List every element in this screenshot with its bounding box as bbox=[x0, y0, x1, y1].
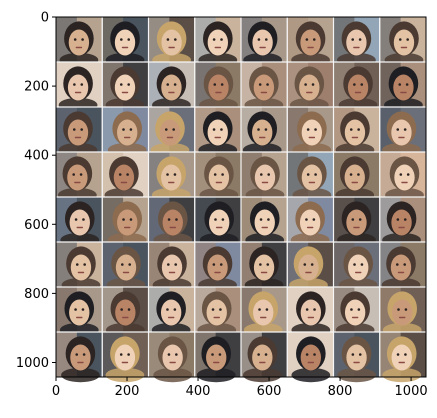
face-thumbnail bbox=[102, 242, 148, 293]
face-thumbnail bbox=[56, 17, 102, 68]
y-tick-label: 1000 bbox=[16, 356, 49, 371]
face-thumbnail bbox=[334, 287, 380, 338]
face-thumbnail bbox=[241, 332, 287, 383]
face-thumbnail bbox=[195, 152, 241, 203]
face-thumbnail bbox=[287, 332, 333, 383]
x-tick-label: 600 bbox=[257, 384, 282, 399]
face-thumbnail bbox=[380, 62, 426, 113]
x-tick-label: 1000 bbox=[395, 384, 428, 399]
face-thumbnail bbox=[102, 62, 148, 113]
face-thumbnail bbox=[334, 107, 380, 158]
face-thumbnail bbox=[56, 62, 102, 113]
face-thumbnail bbox=[149, 107, 195, 158]
face-thumbnail bbox=[380, 152, 426, 203]
face-thumbnail bbox=[195, 287, 241, 338]
x-tick-label: 400 bbox=[186, 384, 211, 399]
face-thumbnail bbox=[102, 107, 148, 158]
face-thumbnail bbox=[334, 17, 380, 68]
face-thumbnail bbox=[195, 332, 241, 383]
face-thumbnail bbox=[241, 197, 287, 248]
face-thumbnail bbox=[287, 152, 333, 203]
face-thumbnail bbox=[56, 242, 102, 293]
face-thumbnail bbox=[149, 242, 195, 293]
face-thumbnail bbox=[195, 17, 241, 68]
face-thumbnail bbox=[241, 62, 287, 113]
x-tick-label: 0 bbox=[52, 384, 60, 399]
face-thumbnail bbox=[380, 242, 426, 293]
face-thumbnail bbox=[56, 107, 102, 158]
face-thumbnail bbox=[149, 17, 195, 68]
face-thumbnail bbox=[380, 197, 426, 248]
face-thumbnail bbox=[287, 107, 333, 158]
face-thumbnail bbox=[149, 332, 195, 383]
face-thumbnail bbox=[334, 62, 380, 113]
face-thumbnail bbox=[380, 332, 426, 383]
face-thumbnail bbox=[287, 17, 333, 68]
face-thumbnail bbox=[56, 332, 102, 383]
face-thumbnail bbox=[149, 197, 195, 248]
axes-frame bbox=[55, 16, 427, 378]
face-thumbnail bbox=[149, 152, 195, 203]
y-tick-label: 400 bbox=[24, 149, 49, 164]
face-thumbnail bbox=[380, 287, 426, 338]
face-thumbnail bbox=[287, 242, 333, 293]
face-thumbnail bbox=[195, 107, 241, 158]
face-thumbnail bbox=[102, 332, 148, 383]
face-thumbnail bbox=[334, 332, 380, 383]
face-thumbnail bbox=[334, 152, 380, 203]
face-thumbnail bbox=[287, 62, 333, 113]
image-grid-plot-area bbox=[56, 17, 426, 383]
y-axis: 0 200 400 600 800 1000 bbox=[16, 11, 56, 371]
x-axis: 0 200 400 600 800 1000 bbox=[52, 377, 428, 399]
face-thumbnail bbox=[102, 17, 148, 68]
y-tick-label: 0 bbox=[41, 11, 49, 26]
face-thumbnail bbox=[149, 287, 195, 338]
face-thumbnail bbox=[102, 152, 148, 203]
face-thumbnail bbox=[380, 17, 426, 68]
y-tick-label: 800 bbox=[24, 287, 49, 302]
face-thumbnail bbox=[287, 287, 333, 338]
y-tick-label: 600 bbox=[24, 218, 49, 233]
face-thumbnail bbox=[56, 287, 102, 338]
face-thumbnail bbox=[56, 197, 102, 248]
face-thumbnail bbox=[241, 152, 287, 203]
face-thumbnail bbox=[195, 242, 241, 293]
face-thumbnail bbox=[334, 242, 380, 293]
face-thumbnail bbox=[149, 62, 195, 113]
face-thumbnail bbox=[241, 287, 287, 338]
y-tick-label: 200 bbox=[24, 80, 49, 95]
face-thumbnail bbox=[287, 197, 333, 248]
x-tick-label: 800 bbox=[328, 384, 353, 399]
face-thumbnail bbox=[241, 107, 287, 158]
face-thumbnail bbox=[241, 17, 287, 68]
face-thumbnail bbox=[380, 107, 426, 158]
face-thumbnail bbox=[56, 152, 102, 203]
x-tick-label: 200 bbox=[115, 384, 140, 399]
face-thumbnail bbox=[102, 287, 148, 338]
face-thumbnail bbox=[241, 242, 287, 293]
face-thumbnail bbox=[195, 197, 241, 248]
face-thumbnail bbox=[334, 197, 380, 248]
face-thumbnail bbox=[195, 62, 241, 113]
face-thumbnail bbox=[102, 197, 148, 248]
